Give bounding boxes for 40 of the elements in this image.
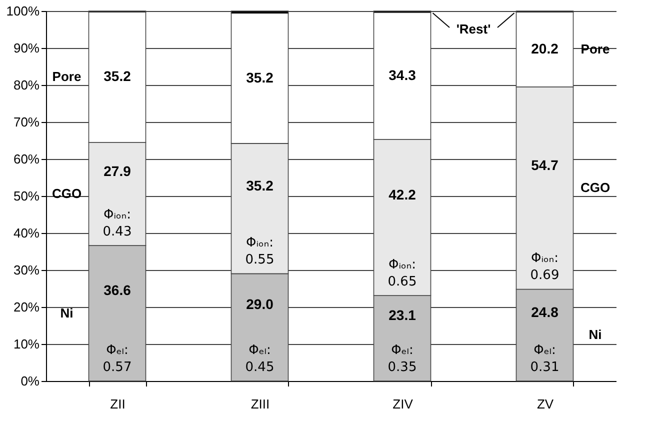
y-tick-label: 10% <box>13 336 40 352</box>
y-tick-label: 0% <box>20 374 40 388</box>
x-tick-label: ZV <box>536 396 554 412</box>
annotation: Φᵢₒₙ: 0.55 <box>245 236 274 268</box>
y-tick-label: 70% <box>13 114 40 130</box>
annotation: Φₑₗ: 0.57 <box>102 343 132 375</box>
data-label: 27.9 <box>104 162 132 179</box>
data-label: 35.2 <box>104 68 132 84</box>
annotation: Φᵢₒₙ: 0.43 <box>102 208 132 240</box>
text: Pore <box>52 69 82 84</box>
text: CGO <box>580 180 610 196</box>
data-label: 20.2 <box>531 40 559 56</box>
annotation: Φₑₗ: 0.31 <box>530 343 560 375</box>
y-tick-label: 50% <box>13 188 40 204</box>
y-tick-label: 30% <box>13 262 40 278</box>
y-tick-label: 80% <box>13 78 40 92</box>
data-label: 29.0 <box>246 296 274 312</box>
text: Ni <box>588 327 602 342</box>
y-tick-label: 20% <box>13 300 40 314</box>
data-label: 23.1 <box>388 307 416 324</box>
data-label: 42.2 <box>388 186 416 202</box>
annotation: Φₑₗ: 0.35 <box>388 343 417 375</box>
data-label: 35.2 <box>246 69 274 86</box>
data-label: 24.8 <box>531 304 559 320</box>
annotation: Φᵢₒₙ: 0.69 <box>530 251 560 284</box>
data-label: 54.7 <box>531 156 559 173</box>
annotation: Φᵢₒₙ: 0.65 <box>388 258 417 290</box>
data-label: 36.6 <box>104 282 132 298</box>
y-tick-label: 90% <box>13 40 40 56</box>
annotation: Φₑₗ: 0.45 <box>245 343 274 375</box>
y-tick-label: 100% <box>6 4 40 18</box>
x-tick-label: ZII <box>110 396 126 412</box>
x-tick-label: ZIV <box>392 396 414 412</box>
series-label: Ni <box>60 305 74 320</box>
data-label: 34.3 <box>388 66 416 83</box>
y-tick-label: 40% <box>13 226 40 240</box>
data-label: 35.2 <box>246 177 274 194</box>
y-tick-label: 60% <box>13 152 40 166</box>
x-tick-label: ZIII <box>250 396 270 412</box>
annotation: 'Rest' <box>456 22 491 36</box>
